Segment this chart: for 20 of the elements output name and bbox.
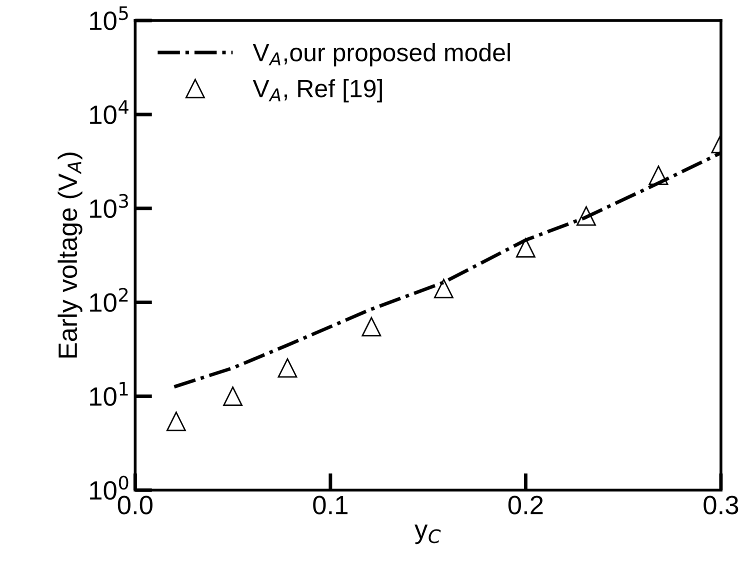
point	[516, 238, 536, 258]
point	[166, 412, 186, 432]
y-tick-label: 10$^{2}$	[90, 288, 128, 312]
y-tick-label: 10$^{3}$	[90, 194, 128, 218]
x-tick-label: 0.3	[704, 496, 738, 514]
x-axis-title: y$_{C}$	[414, 524, 441, 544]
legend-label: V$_{A}$,our proposed model	[252, 43, 510, 66]
legend-label: V$_{A}$, Ref [19]	[252, 79, 382, 102]
y-axis-title: Early voltage (V$_{A}$)	[58, 152, 82, 358]
point	[576, 206, 596, 226]
y-tick-label: 10$^{5}$	[90, 6, 128, 30]
y-tick-label: 10$^{4}$	[90, 100, 128, 124]
point	[434, 278, 454, 298]
point	[362, 316, 382, 336]
x-tick-label: 0.1	[313, 496, 348, 514]
point	[278, 358, 298, 378]
y-tick-label: 10$^{1}$	[90, 382, 128, 406]
point	[648, 166, 668, 186]
x-tick-label: 0.2	[508, 496, 543, 514]
point	[223, 386, 243, 406]
